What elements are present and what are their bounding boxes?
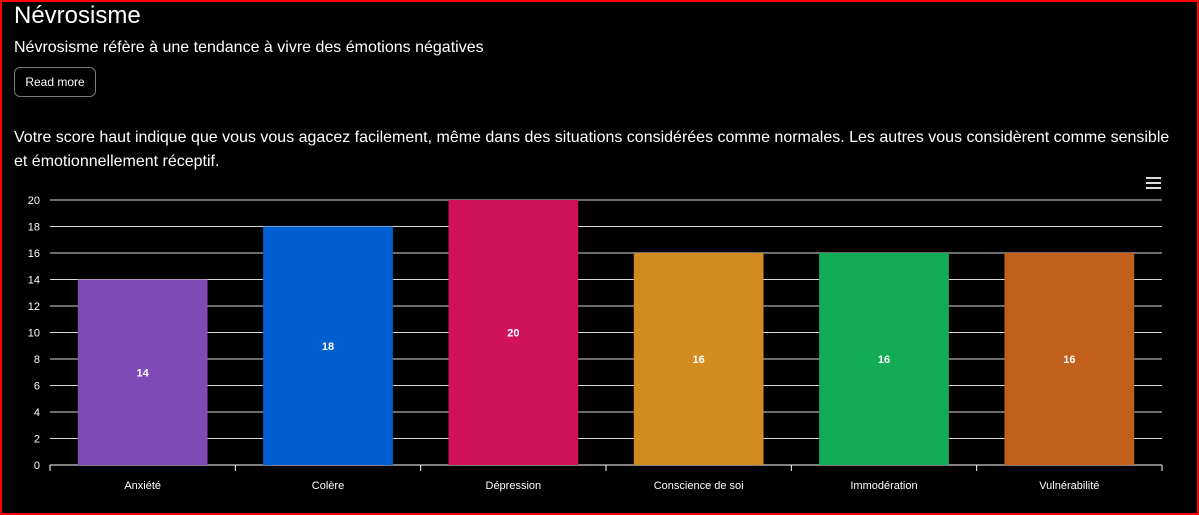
section-subtitle: Névrosisme réfère à une tendance à vivre… [14, 39, 484, 56]
hamburger-menu-icon[interactable] [1146, 177, 1162, 189]
bar-Dépression[interactable] [448, 200, 579, 465]
data-label: 14 [137, 367, 150, 379]
data-label: 20 [507, 328, 519, 340]
data-label: 16 [878, 354, 890, 366]
x-category-label: Dépression [486, 480, 542, 492]
bar-chart: 0 2 4 6 8 10 12 14 16 18 20 14 Anxiété 18 Colère 20 Dépr… [28, 195, 1163, 492]
x-category-label: Anxiété [124, 480, 161, 492]
y-tick-label: 18 [28, 222, 40, 234]
y-tick-label: 20 [28, 195, 40, 207]
page-title: Névrosisme [14, 2, 141, 29]
data-label: 16 [693, 354, 705, 366]
y-tick-label: 6 [34, 381, 40, 393]
bar-Anxiété[interactable] [77, 279, 208, 466]
x-category-label: Colère [312, 480, 344, 492]
y-tick-label: 8 [34, 354, 40, 366]
data-label: 16 [1063, 354, 1075, 366]
y-tick-label: 4 [34, 407, 40, 419]
bar-Conscience de soi[interactable] [633, 253, 764, 465]
y-tick-label: 12 [28, 301, 40, 313]
bar-Colère[interactable] [263, 226, 393, 466]
y-tick-label: 2 [34, 434, 40, 446]
bar-Immodération[interactable] [819, 253, 949, 465]
data-label: 18 [322, 341, 334, 353]
score-description: Votre score haut indique que vous vous a… [14, 129, 1170, 170]
x-category-label: Immodération [850, 480, 917, 492]
x-category-label: Vulnérabilité [1039, 480, 1099, 492]
y-tick-label: 16 [28, 248, 40, 260]
y-tick-label: 14 [28, 275, 40, 287]
y-tick-label: 10 [28, 328, 40, 340]
y-tick-label: 0 [34, 460, 40, 472]
bar-Vulnérabilité[interactable] [1004, 253, 1135, 465]
x-category-label: Conscience de soi [654, 480, 744, 492]
read-more-button[interactable]: Read more [14, 67, 96, 97]
